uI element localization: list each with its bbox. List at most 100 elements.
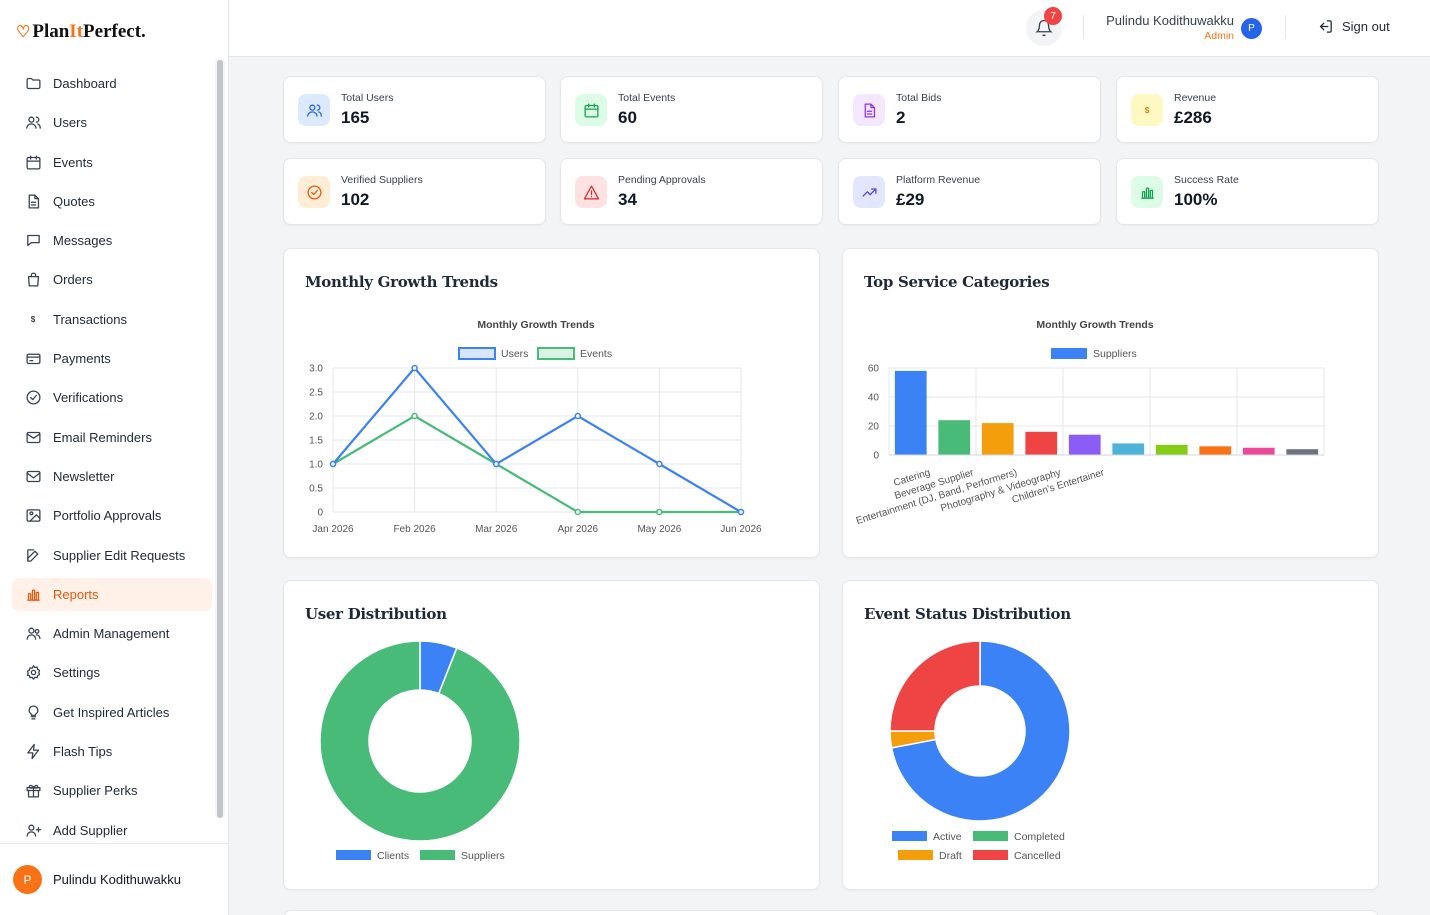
stat-label: Pending Approvals: [618, 174, 706, 186]
sidebar-item-portfolio-approvals[interactable]: Portfolio Approvals: [12, 499, 212, 532]
legend-label[interactable]: Clients: [377, 850, 409, 862]
sidebar-item-icon: [24, 232, 42, 250]
sidebar-item-verifications[interactable]: Verifications: [12, 381, 212, 414]
panel-title: Event Status Distribution: [864, 605, 1071, 623]
sidebar-item-add-supplier[interactable]: Add Supplier: [12, 814, 212, 847]
header-user-info[interactable]: Pulindu Kodithuwakku Admin: [1106, 13, 1234, 42]
stat-card-verified-suppliers[interactable]: Verified Suppliers 102: [283, 158, 546, 225]
sidebar-item-messages[interactable]: Messages: [12, 224, 212, 257]
data-point[interactable]: [574, 412, 582, 420]
sidebar-item-orders[interactable]: Orders: [12, 263, 212, 296]
bar[interactable]: [938, 420, 971, 455]
header-avatar[interactable]: P: [1241, 18, 1262, 39]
sidebar-item-quotes[interactable]: Quotes: [12, 185, 212, 218]
donut-slice-active[interactable]: [890, 640, 1071, 822]
sidebar-scrollbar[interactable]: [215, 58, 225, 818]
legend-label[interactable]: Suppliers: [461, 850, 505, 862]
notifications-button[interactable]: 7: [1026, 7, 1062, 46]
bar[interactable]: [1112, 443, 1145, 455]
sidebar-item-icon: [24, 585, 42, 603]
data-point[interactable]: [737, 508, 745, 516]
sidebar-item-label: Payments: [53, 351, 111, 367]
sidebar-item-reports[interactable]: Reports: [12, 577, 212, 611]
data-point[interactable]: [656, 508, 663, 516]
scrollbar-thumb[interactable]: [217, 60, 223, 818]
donut-slice-suppliers[interactable]: [319, 640, 521, 842]
sidebar-user[interactable]: P Pulindu Kodithuwakku: [0, 843, 229, 915]
sign-out-button[interactable]: Sign out: [1317, 18, 1390, 35]
card-icon: [25, 353, 41, 365]
stat-card-total-events[interactable]: Total Events 60: [560, 76, 823, 143]
donut-slice-cancelled[interactable]: [889, 640, 981, 732]
bar[interactable]: [1025, 431, 1058, 455]
header-user-name: Pulindu Kodithuwakku: [1106, 13, 1234, 28]
stat-card-pending-approvals[interactable]: Pending Approvals 34: [560, 158, 823, 225]
sidebar-item-flash-tips[interactable]: Flash Tips: [12, 735, 212, 768]
sidebar-item-label: Dashboard: [53, 76, 117, 91]
sidebar-item-label: Reports: [53, 586, 99, 602]
stat-value: 34: [618, 190, 637, 209]
bar[interactable]: [1155, 444, 1188, 455]
data-point[interactable]: [492, 460, 500, 468]
stat-card-success-rate[interactable]: Success Rate 100%: [1116, 158, 1379, 225]
bar[interactable]: [1242, 447, 1275, 455]
sidebar-item-admin-management[interactable]: Admin Management: [12, 617, 212, 650]
sidebar-item-icon: $: [24, 310, 42, 328]
legend-label[interactable]: Events: [580, 348, 612, 360]
sidebar-item-events[interactable]: Events: [12, 146, 212, 179]
lightbulb-icon: [28, 705, 38, 720]
bar[interactable]: [1199, 446, 1232, 455]
stat-card-total-bids[interactable]: Total Bids 2: [838, 76, 1101, 143]
user-distribution-donut: Clients Suppliers: [319, 640, 521, 862]
bar[interactable]: [1068, 434, 1101, 455]
stat-value: 60: [618, 108, 637, 127]
sidebar-item-icon: [24, 546, 42, 564]
sidebar-item-payments[interactable]: Payments: [12, 342, 212, 375]
legend-swatch: [973, 831, 1008, 841]
stat-card-revenue[interactable]: $ Revenue £286: [1116, 76, 1379, 143]
sidebar: ♡ Plan It Perfect. Dashboard Users Events Quo…: [0, 0, 229, 915]
data-point[interactable]: [411, 364, 418, 372]
sidebar-item-email-reminders[interactable]: Email Reminders: [12, 421, 212, 454]
bar[interactable]: [981, 423, 1014, 455]
panel-title: Monthly Growth Trends: [305, 273, 498, 291]
sidebar-item-label: Add Supplier: [53, 822, 128, 838]
legend-label[interactable]: Completed: [1014, 831, 1065, 843]
edit-icon: [26, 548, 38, 562]
legend-label[interactable]: Draft: [939, 850, 962, 862]
legend-label[interactable]: Cancelled: [1014, 850, 1061, 862]
sidebar-item-label: Supplier Perks: [53, 783, 138, 799]
sidebar-item-newsletter[interactable]: Newsletter: [12, 460, 212, 493]
data-point[interactable]: [656, 460, 663, 468]
sidebar-item-icon: [24, 664, 42, 682]
sidebar-item-users[interactable]: Users: [12, 106, 212, 139]
stat-card-total-users[interactable]: Total Users 165: [283, 76, 546, 143]
sidebar-item-label: Newsletter: [53, 468, 115, 484]
sidebar-item-get-inspired-articles[interactable]: Get Inspired Articles: [12, 696, 212, 729]
sidebar-item-icon: [24, 114, 42, 132]
y-tick-label: 40: [868, 393, 880, 404]
data-point[interactable]: [411, 412, 418, 420]
legend-label[interactable]: Suppliers: [1093, 348, 1137, 360]
stat-label: Revenue: [1174, 92, 1217, 104]
sidebar-item-supplier-perks[interactable]: Supplier Perks: [12, 774, 212, 807]
sidebar-item-supplier-edit-requests[interactable]: Supplier Edit Requests: [12, 539, 212, 572]
bar[interactable]: [1286, 449, 1319, 455]
sidebar-item-icon: [24, 507, 42, 525]
sidebar-item-icon: [24, 192, 42, 210]
sidebar-item-transactions[interactable]: $ Transactions: [12, 303, 212, 336]
heart-icon: ♡: [16, 24, 31, 41]
data-point[interactable]: [574, 508, 582, 516]
legend-label[interactable]: Users: [501, 348, 528, 360]
bar[interactable]: [894, 370, 927, 455]
sidebar-item-dashboard[interactable]: Dashboard: [12, 67, 212, 100]
sidebar-item-label: Admin Management: [53, 626, 170, 642]
stat-card-platform-revenue[interactable]: Platform Revenue £29: [838, 158, 1101, 225]
data-point[interactable]: [329, 460, 337, 468]
sidebar-item-label: Settings: [53, 665, 100, 681]
legend-label[interactable]: Active: [933, 831, 962, 843]
sidebar-item-settings[interactable]: Settings: [12, 656, 212, 689]
brand-post: Perfect.: [83, 21, 146, 42]
brand-logo[interactable]: ♡ Plan It Perfect.: [16, 20, 146, 44]
y-tick-label: 1.5: [309, 436, 323, 447]
